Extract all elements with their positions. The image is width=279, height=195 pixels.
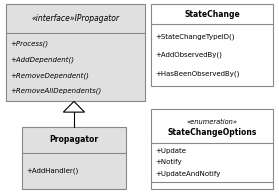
Text: +Notify: +Notify <box>155 160 181 166</box>
Text: +AddHandler(): +AddHandler() <box>27 168 79 174</box>
Polygon shape <box>63 101 85 112</box>
Text: +AddDependent(): +AddDependent() <box>10 56 74 63</box>
Text: +StateChangeTypeID(): +StateChangeTypeID() <box>155 33 234 40</box>
Text: StateChangeOptions: StateChangeOptions <box>167 128 257 136</box>
Bar <box>6 4 145 101</box>
Text: «interface»IPropagator: «interface»IPropagator <box>31 14 119 23</box>
Text: +Process(): +Process() <box>10 40 48 47</box>
Text: +UpdateAndNotify: +UpdateAndNotify <box>155 171 220 177</box>
Text: Propagator: Propagator <box>49 135 98 144</box>
Text: +HasBeenObservedBy(): +HasBeenObservedBy() <box>155 70 239 77</box>
Text: StateChange: StateChange <box>184 10 240 19</box>
Text: «enumeration»: «enumeration» <box>187 119 237 125</box>
Text: +RemoveDependent(): +RemoveDependent() <box>10 72 89 79</box>
Bar <box>151 109 273 189</box>
Text: +AddObservedBy(): +AddObservedBy() <box>155 52 222 58</box>
Text: +Update: +Update <box>155 148 186 153</box>
Bar <box>22 127 126 189</box>
Text: +RemoveAllDependents(): +RemoveAllDependents() <box>10 88 101 94</box>
Bar <box>151 4 273 86</box>
